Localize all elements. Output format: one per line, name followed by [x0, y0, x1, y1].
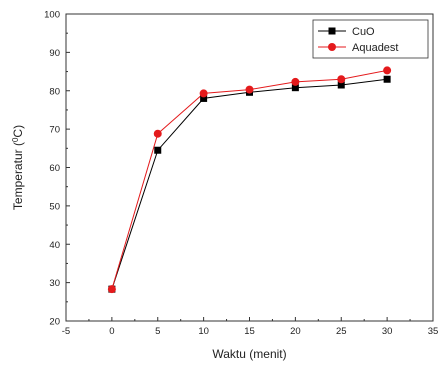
x-tick-label: 30: [382, 326, 393, 337]
y-tick-label: 80: [49, 86, 60, 97]
y-tick-label: 70: [49, 125, 60, 136]
point-aquadest: [337, 75, 346, 84]
y-axis-title-superscript: 0: [11, 137, 20, 142]
point-aquadest: [291, 77, 300, 86]
y-tick-label: 40: [49, 240, 60, 251]
y-tick-label: 30: [49, 278, 60, 289]
legend-box: [312, 19, 429, 59]
axis-ticks: -5 0 5 10 15 20 25 30 35 20 30 40 50 60 70 80 90 100: [44, 10, 438, 338]
legend-aquadest-marker: [328, 43, 336, 51]
x-tick-label: 0: [109, 326, 114, 337]
y-tick-label: 60: [49, 163, 60, 174]
point-aquadest: [107, 285, 116, 294]
x-tick-label: 5: [155, 326, 160, 337]
x-axis-title: Waktu (menit): [212, 347, 286, 361]
y-tick-label: 100: [44, 10, 60, 21]
y-tick-label: 50: [49, 201, 60, 212]
y-axis-title-main: Temperatur (: [11, 142, 25, 210]
legend-cuo-marker: [328, 27, 336, 35]
y-axis-title: Temperatur (0C): [11, 125, 25, 210]
legend-aquadest-label: Aquadest: [352, 42, 398, 54]
x-tick-label: 10: [198, 326, 209, 337]
series-line-aquadest: [111, 69, 388, 290]
x-tick-label: 35: [428, 326, 438, 337]
point-cuo: [291, 84, 299, 92]
x-tick-label: 20: [290, 326, 301, 337]
point-aquadest: [153, 129, 162, 138]
point-aquadest: [199, 89, 208, 98]
series-layer: [107, 66, 392, 294]
point-aquadest: [245, 85, 254, 94]
x-tick-label: 25: [336, 326, 347, 337]
x-tick-label: -5: [62, 326, 70, 337]
y-axis-title-tail: C): [11, 125, 25, 138]
legend: CuO Aquadest: [312, 19, 429, 59]
series-line-cuo: [111, 78, 388, 290]
point-cuo: [200, 94, 208, 102]
point-cuo: [383, 75, 391, 83]
legend-cuo-label: CuO: [352, 26, 375, 38]
x-tick-label: 15: [244, 326, 255, 337]
y-tick-label: 20: [49, 317, 60, 328]
point-cuo: [337, 81, 345, 89]
point-cuo: [154, 146, 162, 154]
point-aquadest: [383, 66, 392, 75]
y-tick-label: 90: [49, 48, 60, 59]
plot-frame: [65, 13, 434, 322]
